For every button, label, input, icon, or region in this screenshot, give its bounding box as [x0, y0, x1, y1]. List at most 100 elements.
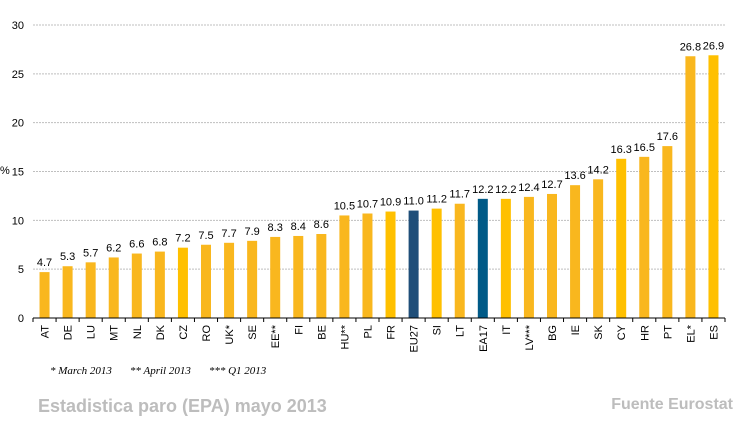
- x-tick-label: IT: [501, 325, 513, 335]
- x-tick-label: BE: [316, 325, 328, 340]
- bar-ro: [201, 244, 211, 318]
- data-label: 12.2: [495, 184, 516, 196]
- data-label: 8.4: [291, 221, 306, 233]
- x-tick-label: LU: [86, 325, 98, 339]
- x-tick-label: AT: [40, 325, 52, 339]
- data-label: 4.7: [37, 257, 52, 269]
- x-tick-label: EU27: [409, 325, 421, 353]
- bar-dk: [154, 251, 165, 318]
- x-tick-label: LT: [455, 325, 467, 337]
- bar-pt: [662, 146, 673, 318]
- bar-hr: [639, 156, 650, 318]
- x-tick-label: LV***: [524, 324, 536, 350]
- bar-bg: [547, 193, 557, 318]
- data-label: 12.7: [541, 179, 562, 191]
- data-label: 6.8: [152, 237, 167, 249]
- bar-de: [62, 266, 73, 318]
- bar-se: [247, 240, 258, 318]
- bar-eu27: [408, 210, 419, 318]
- x-tick-label: DK: [155, 324, 167, 340]
- data-label: 8.3: [268, 222, 283, 234]
- data-label: 12.2: [472, 184, 493, 196]
- bar-hu: [339, 215, 350, 318]
- bar-ee: [270, 236, 281, 318]
- bar-lv: [523, 196, 534, 318]
- data-label: 12.4: [518, 182, 539, 194]
- data-label: 11.7: [449, 189, 470, 201]
- bar-lu: [85, 262, 96, 318]
- data-label: 7.9: [244, 226, 259, 238]
- bar-lt: [454, 203, 465, 318]
- x-tick-label: EA17: [478, 325, 490, 352]
- data-label: 5.7: [83, 247, 98, 259]
- data-label: 11.0: [403, 196, 424, 208]
- bar-uk: [224, 242, 235, 318]
- bar-ea17: [477, 198, 488, 318]
- x-tick-label: SK: [593, 324, 605, 339]
- bar-pl: [362, 213, 373, 318]
- x-tick-label: FR: [386, 325, 398, 340]
- data-label: 26.9: [703, 40, 724, 52]
- data-label: 8.6: [314, 219, 329, 231]
- data-label: 16.5: [634, 142, 655, 154]
- x-tick-label: NL: [132, 325, 144, 339]
- x-tick-label: PT: [662, 325, 674, 339]
- x-tick-label: PL: [362, 325, 374, 338]
- bar-at: [39, 272, 50, 318]
- x-tick-label: UK*: [224, 324, 236, 344]
- data-label: 10.7: [357, 198, 378, 210]
- x-tick-label: EL*: [685, 324, 697, 342]
- x-tick-label: SE: [247, 325, 259, 340]
- x-tick-label: ES: [708, 325, 720, 340]
- bar-fi: [293, 235, 304, 318]
- x-tick-label: DE: [63, 325, 75, 340]
- footnotes: * March 2013 ** April 2013 *** Q1 2013: [50, 365, 266, 377]
- bar-el: [685, 56, 696, 319]
- x-tick-label: CY: [616, 324, 628, 340]
- x-tick-label: RO: [201, 325, 213, 342]
- data-label: 6.2: [106, 242, 121, 254]
- data-label: 16.3: [610, 144, 631, 156]
- data-label: 7.5: [198, 230, 213, 242]
- data-label: 7.2: [175, 233, 190, 245]
- bar-nl: [131, 253, 142, 318]
- y-tick-label: 25: [12, 69, 24, 81]
- x-tick-label: IE: [570, 325, 582, 335]
- bar-cz: [177, 247, 188, 318]
- data-label: 6.6: [129, 239, 144, 251]
- data-label: 7.7: [221, 228, 236, 240]
- x-tick-label: CZ: [178, 325, 190, 340]
- bar-cy: [616, 158, 627, 318]
- bar-sk: [593, 179, 604, 318]
- data-label: 26.8: [680, 41, 701, 53]
- bar-si: [431, 208, 442, 318]
- y-tick-label: 30: [12, 20, 24, 32]
- caption-source: Fuente Eurostat: [611, 396, 733, 413]
- data-label: 13.6: [564, 170, 585, 182]
- data-label: 10.9: [380, 197, 401, 209]
- data-label: 14.2: [587, 164, 608, 176]
- footnote-q1: *** Q1 2013: [208, 365, 267, 377]
- bar-mt: [108, 257, 119, 318]
- y-tick-label: 0: [18, 313, 24, 325]
- y-tick-label: 20: [12, 118, 24, 130]
- footnote-march: * March 2013: [50, 365, 112, 377]
- footnote-april: ** April 2013: [129, 365, 191, 377]
- data-label: 10.5: [334, 200, 355, 212]
- y-tick-label: 5: [18, 264, 24, 276]
- x-tick-label: MT: [109, 325, 121, 341]
- bar-ie: [570, 185, 581, 318]
- x-tick-label: BG: [547, 325, 559, 341]
- y-tick-label: 10: [12, 215, 24, 227]
- bar-it: [500, 198, 511, 318]
- y-tick-label: 15: [12, 167, 24, 179]
- data-label: 5.3: [60, 251, 75, 263]
- x-tick-label: HU**: [339, 324, 351, 349]
- caption-title: Estadistica paro (EPA) mayo 2013: [38, 396, 327, 416]
- x-tick-label: EE**: [270, 324, 282, 348]
- y-axis-label: %: [0, 165, 10, 177]
- data-label: 11.2: [426, 194, 447, 206]
- bar-chart: 0 5 10 15 20 25 30 % 4.7 5.3 5.7 6.2 6.6 6.8 7.2 7.5 7…: [0, 20, 726, 353]
- x-tick-label: HR: [639, 325, 651, 341]
- x-tick-label: SI: [432, 325, 444, 335]
